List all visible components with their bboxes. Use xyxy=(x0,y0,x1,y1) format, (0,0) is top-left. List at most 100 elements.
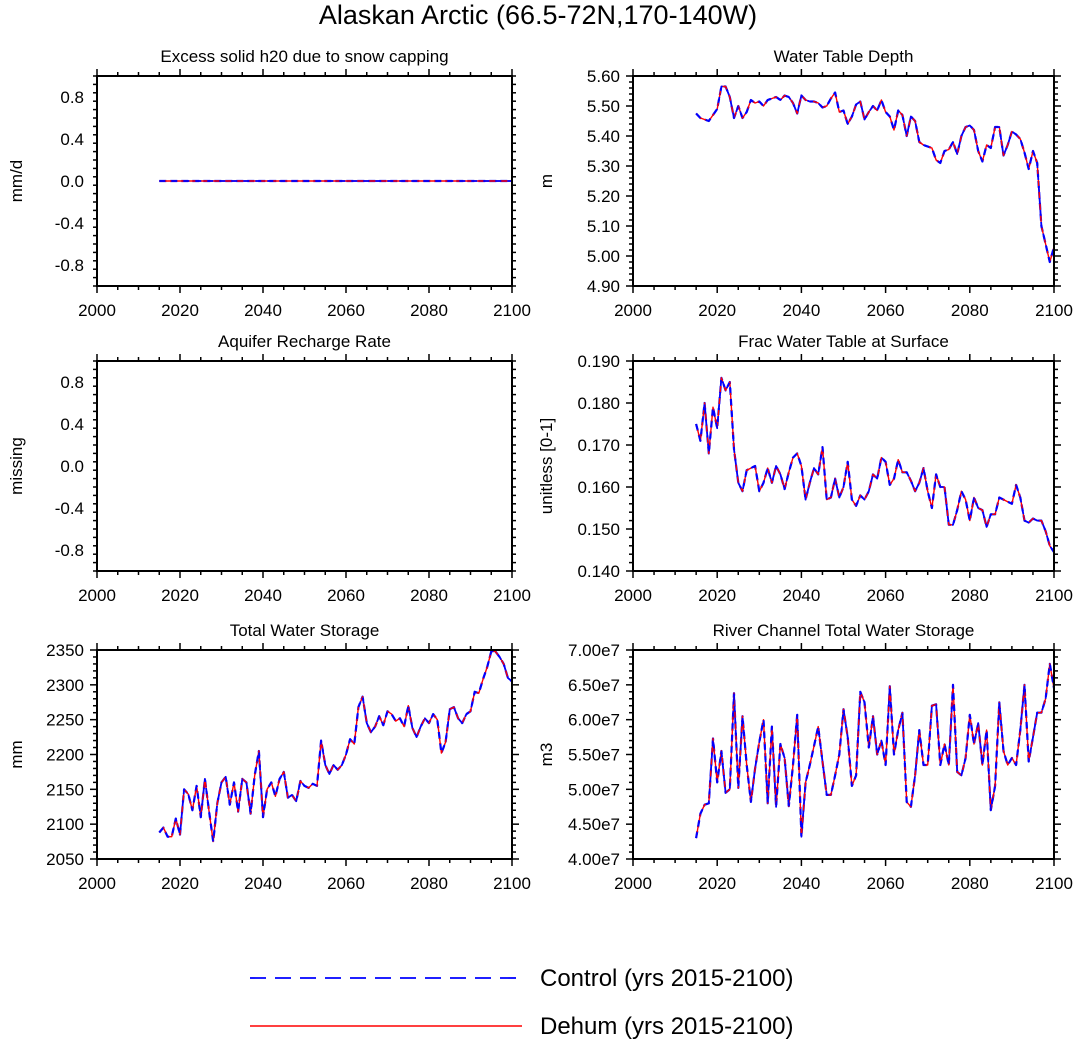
chart-panels: Excess solid h20 due to snow capping mm/d… xyxy=(7,47,1073,893)
x-tick-label: 2020 xyxy=(161,874,199,893)
x-tick-label: 2080 xyxy=(951,586,989,605)
y-tick-label: 5.20 xyxy=(587,187,620,206)
y-tick-label: 0.140 xyxy=(577,562,620,581)
y-tick-label: 2350 xyxy=(46,641,84,660)
panel-title: Excess solid h20 due to snow capping xyxy=(160,47,448,66)
x-tick-label: 2060 xyxy=(327,874,365,893)
plot-frame xyxy=(96,649,513,860)
y-axis-label: missing xyxy=(7,437,26,495)
series-line-control-overlay xyxy=(158,650,513,843)
y-tick-label: 0.150 xyxy=(577,520,620,539)
y-tick-label: 4.00e7 xyxy=(568,850,620,869)
y-tick-label: 2050 xyxy=(46,850,84,869)
chart-panel-5: Total Water Storage mm 2000 2020 2040 2060 208… xyxy=(7,621,531,893)
x-tick-label: 2040 xyxy=(782,874,820,893)
y-tick-label: -0.4 xyxy=(55,214,84,233)
legend-dehum-label: Dehum (yrs 2015-2100) xyxy=(540,1013,793,1040)
y-tick-label: 5.50e7 xyxy=(568,746,620,765)
figure-title: Alaskan Arctic (66.5-72N,170-140W) xyxy=(319,0,757,30)
y-axis-label: mm xyxy=(7,740,26,768)
y-tick-label: 7.00e7 xyxy=(568,641,620,660)
plot-frame xyxy=(96,360,513,572)
chart-panel-1: Excess solid h20 due to snow capping mm/d… xyxy=(7,47,531,320)
panel-title: Frac Water Table at Surface xyxy=(738,332,949,351)
y-tick-label: -0.8 xyxy=(55,541,84,560)
x-tick-label: 2020 xyxy=(161,586,199,605)
plot-frame xyxy=(632,649,1055,860)
series-line-dehum xyxy=(158,650,513,843)
series-line-control-overlay xyxy=(695,85,1055,263)
x-tick-label: 2080 xyxy=(410,874,448,893)
y-tick-label: 5.00 xyxy=(587,247,620,266)
x-tick-label: 2000 xyxy=(78,301,116,320)
x-tick-label: 2100 xyxy=(493,586,531,605)
y-tick-label: 0.190 xyxy=(577,352,620,371)
x-tick-label: 2040 xyxy=(244,874,282,893)
legend: Control (yrs 2015-2100) Dehum (yrs 2015-… xyxy=(250,965,793,1040)
x-tick-label: 2020 xyxy=(698,301,736,320)
y-tick-label: 2300 xyxy=(46,676,84,695)
y-tick-label: 2100 xyxy=(46,815,84,834)
series-line-control-overlay xyxy=(695,376,1055,553)
x-tick-label: 2000 xyxy=(78,874,116,893)
x-tick-label: 2000 xyxy=(614,874,652,893)
x-tick-label: 2000 xyxy=(614,586,652,605)
y-axis-label: m3 xyxy=(537,743,556,767)
x-tick-label: 2100 xyxy=(1035,874,1073,893)
series-line-control-overlay xyxy=(695,663,1055,839)
y-tick-label: 5.40 xyxy=(587,127,620,146)
y-tick-label: 2150 xyxy=(46,780,84,799)
y-tick-label: 5.10 xyxy=(587,217,620,236)
y-tick-label: 6.50e7 xyxy=(568,676,620,695)
y-tick-label: 4.90 xyxy=(587,277,620,296)
chart-panel-3: Aquifer Recharge Rate missing 2000 2020 2040… xyxy=(7,332,531,605)
x-tick-label: 2080 xyxy=(410,586,448,605)
y-tick-label: 5.30 xyxy=(587,157,620,176)
y-tick-label: 6.00e7 xyxy=(568,711,620,730)
chart-panel-2: Water Table Depth m 2000 2020 2040 2060 2080 21… xyxy=(537,47,1073,320)
series-line-dehum xyxy=(695,663,1055,839)
x-tick-label: 2000 xyxy=(78,586,116,605)
series-line-dehum xyxy=(695,377,1055,553)
y-tick-label: 0.170 xyxy=(577,436,620,455)
x-tick-label: 2040 xyxy=(782,586,820,605)
y-axis-label: unitless [0-1] xyxy=(537,418,556,514)
series-line-dehum xyxy=(695,85,1055,263)
x-tick-label: 2020 xyxy=(698,874,736,893)
panel-title: Total Water Storage xyxy=(230,621,380,640)
plot-frame xyxy=(632,75,1055,287)
y-tick-label: 0.8 xyxy=(60,88,84,107)
plot-frame xyxy=(632,360,1055,572)
y-axis-label: mm/d xyxy=(7,160,26,203)
x-tick-label: 2100 xyxy=(1035,586,1073,605)
panel-title: River Channel Total Water Storage xyxy=(713,621,975,640)
y-tick-label: -0.8 xyxy=(55,256,84,275)
x-tick-label: 2060 xyxy=(327,586,365,605)
y-tick-label: 0.4 xyxy=(60,130,84,149)
x-tick-label: 2080 xyxy=(410,301,448,320)
chart-panel-6: River Channel Total Water Storage m3 2000 2… xyxy=(537,621,1073,893)
chart-panel-4: Frac Water Table at Surface unitless [0-1… xyxy=(537,332,1073,605)
x-tick-label: 2020 xyxy=(161,301,199,320)
y-tick-label: 0.180 xyxy=(577,394,620,413)
y-axis-label: m xyxy=(537,174,556,188)
x-tick-label: 2060 xyxy=(867,874,905,893)
x-tick-label: 2020 xyxy=(698,586,736,605)
x-tick-label: 2040 xyxy=(244,586,282,605)
x-tick-label: 2100 xyxy=(493,301,531,320)
series-line-control xyxy=(695,376,1055,553)
y-tick-label: 0.8 xyxy=(60,373,84,392)
x-tick-label: 2080 xyxy=(951,301,989,320)
x-tick-label: 2060 xyxy=(327,301,365,320)
x-tick-label: 2060 xyxy=(867,301,905,320)
x-tick-label: 2040 xyxy=(782,301,820,320)
y-tick-label: -0.4 xyxy=(55,499,84,518)
y-tick-label: 2250 xyxy=(46,711,84,730)
y-tick-label: 4.50e7 xyxy=(568,815,620,834)
series-line-control xyxy=(695,662,1056,839)
panel-title: Aquifer Recharge Rate xyxy=(218,332,391,351)
y-tick-label: 0.160 xyxy=(577,478,620,497)
y-tick-label: 0.0 xyxy=(60,457,84,476)
y-tick-label: 0.0 xyxy=(60,172,84,191)
